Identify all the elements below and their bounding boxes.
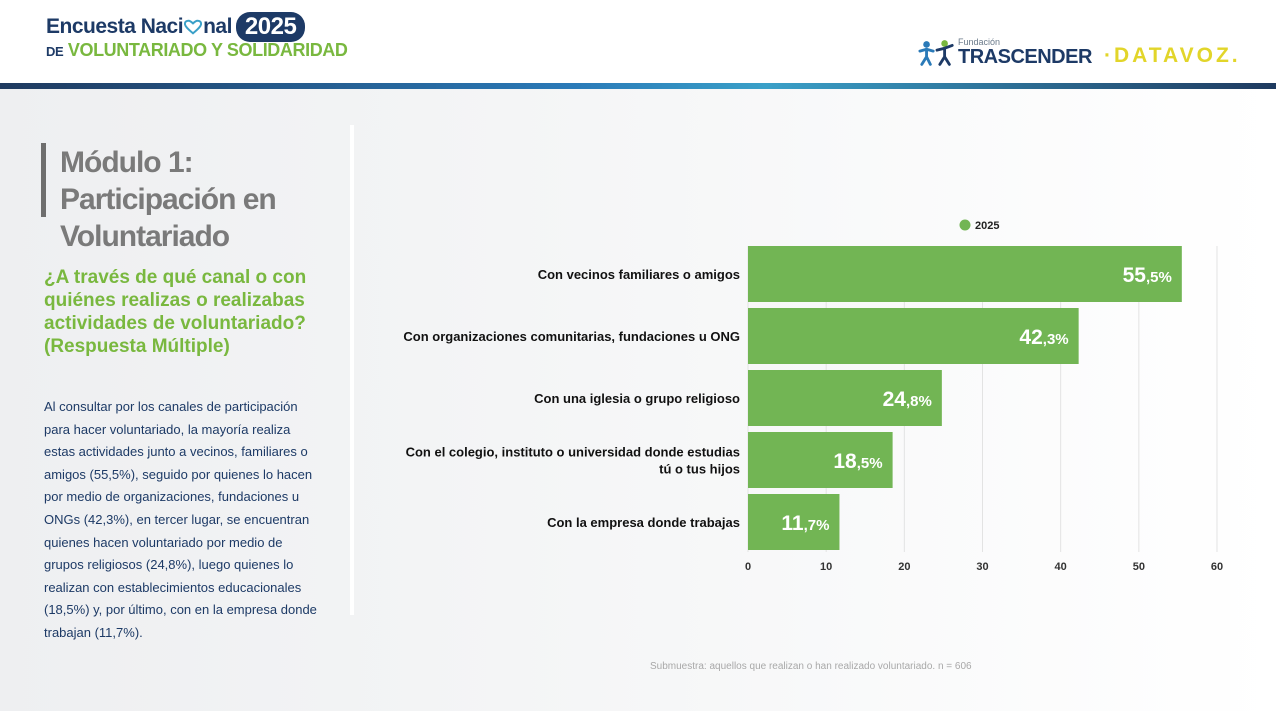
bar (748, 246, 1182, 302)
module-accent-bar (41, 143, 46, 217)
survey-question: ¿A través de qué canal o con quiénes rea… (44, 267, 307, 357)
category-label: Con el colegio, instituto o universidad … (406, 445, 740, 460)
x-tick-label: 10 (820, 561, 832, 573)
bar (748, 494, 840, 550)
datavoz-logo: ·DATAVOZ. (1104, 44, 1241, 67)
module-title: Módulo 1: Participación en Voluntariado (60, 146, 277, 253)
data-label: 18,5% (833, 450, 882, 473)
people-icon (918, 39, 954, 66)
category-label: Con una iglesia o grupo religioso (534, 391, 740, 406)
bar (748, 432, 893, 488)
data-label: 24,8% (883, 388, 932, 411)
bar-chart: 0 10 20 30 40 50 60 2025 Con vecinos familiares … (403, 219, 1223, 573)
logo-de: DE (46, 44, 64, 59)
footnote: Submuestra: aquellos que realizan o han … (650, 661, 972, 672)
data-label: 42,3% (1019, 326, 1068, 349)
trascender-name: TRASCENDER (958, 46, 1092, 68)
trascender-small: Fundación (958, 37, 1001, 47)
heart-icon (184, 19, 203, 35)
legend-marker (959, 219, 971, 231)
panel-divider (350, 125, 354, 615)
logo-line1: Encuesta Naci nal 2025 (46, 12, 348, 42)
logo-text-end: nal (203, 15, 232, 38)
description-text: Al consultar por los canales de particip… (44, 399, 317, 640)
content-background (0, 89, 1276, 711)
encuesta-logo: Encuesta Naci nal 2025 DE VOLUNTARIADO Y… (46, 12, 348, 61)
x-tick-label: 20 (898, 561, 910, 573)
category-label: Con la empresa donde trabajas (547, 515, 740, 530)
x-tick-label: 0 (745, 561, 751, 573)
x-tick-label: 50 (1133, 561, 1145, 573)
x-tick-label: 40 (1055, 561, 1067, 573)
logo-text-start: Encuesta Naci (46, 15, 184, 38)
category-label: Con organizaciones comunitarias, fundaci… (403, 329, 740, 344)
header-stripe (0, 83, 1276, 89)
category-label: Con vecinos familiares o amigos (538, 267, 740, 282)
x-tick-label: 60 (1211, 561, 1223, 573)
x-tick-label: 30 (976, 561, 988, 573)
data-label: 55,5% (1123, 264, 1172, 287)
category-label: tú o tus hijos (659, 462, 740, 477)
legend-label: 2025 (975, 220, 999, 232)
header: Encuesta Naci nal 2025 DE VOLUNTARIADO Y… (0, 0, 1276, 84)
logo-subtitle: VOLUNTARIADO Y SOLIDARIDAD (67, 40, 348, 60)
trascender-logo: Fundación TRASCENDER (918, 38, 1092, 67)
data-label: 11,7% (781, 512, 829, 535)
logo-line2: DE VOLUNTARIADO Y SOLIDARIDAD (46, 40, 348, 61)
bar (748, 308, 1079, 364)
logo-year-badge: 2025 (235, 12, 306, 42)
bar (748, 370, 942, 426)
